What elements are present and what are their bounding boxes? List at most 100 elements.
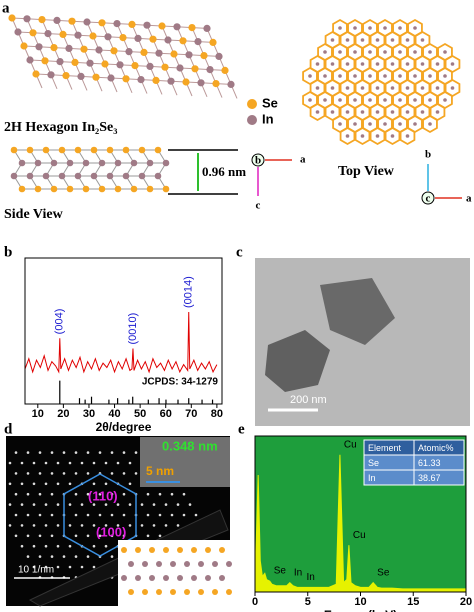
hexagon bbox=[369, 126, 386, 146]
atom bbox=[177, 547, 183, 553]
diffraction-spot bbox=[68, 544, 72, 548]
atom bbox=[226, 561, 232, 567]
atom bbox=[191, 65, 199, 73]
diffraction-spot bbox=[164, 524, 168, 527]
atom bbox=[101, 60, 109, 68]
axis-letter: b bbox=[425, 149, 431, 161]
diffraction-spot bbox=[38, 492, 42, 496]
diffraction-spot bbox=[86, 513, 90, 517]
diffraction-spot bbox=[74, 492, 78, 496]
legend-label: In bbox=[262, 111, 274, 126]
diffraction-spot bbox=[62, 472, 66, 475]
atom bbox=[162, 159, 170, 167]
atom bbox=[155, 49, 163, 57]
diffraction-spot bbox=[14, 534, 18, 538]
diffraction-spot bbox=[80, 524, 84, 527]
atom bbox=[121, 575, 127, 581]
atom bbox=[368, 98, 372, 102]
diffraction-spot bbox=[8, 461, 12, 465]
diffraction-spot bbox=[128, 461, 132, 465]
atom bbox=[173, 23, 181, 31]
hexagon bbox=[309, 102, 326, 122]
atom bbox=[98, 159, 106, 167]
atom bbox=[435, 86, 440, 90]
atom bbox=[90, 146, 98, 154]
diffraction-spot bbox=[74, 534, 78, 538]
diffraction-spot bbox=[98, 513, 102, 517]
atom bbox=[164, 36, 172, 44]
plot-frame bbox=[254, 435, 467, 593]
atom bbox=[375, 38, 380, 42]
atom bbox=[420, 62, 425, 66]
atom bbox=[107, 74, 115, 82]
atom bbox=[34, 159, 42, 167]
atom bbox=[360, 86, 365, 90]
diffraction-spot bbox=[44, 524, 48, 527]
diffraction-spot bbox=[14, 472, 18, 475]
atom bbox=[398, 26, 402, 30]
x-tick-label: 10 bbox=[32, 408, 44, 420]
atom bbox=[163, 575, 169, 581]
diffraction-spot bbox=[50, 472, 54, 475]
atom bbox=[227, 80, 235, 88]
diffraction-spot bbox=[164, 503, 168, 506]
diffraction-spot bbox=[68, 503, 72, 506]
atom bbox=[345, 110, 350, 114]
atom bbox=[44, 29, 52, 38]
atom bbox=[50, 159, 58, 167]
atom bbox=[98, 19, 106, 27]
atom bbox=[323, 74, 327, 78]
diffraction-spot bbox=[32, 524, 36, 527]
atom bbox=[353, 50, 357, 54]
atom bbox=[140, 48, 148, 57]
diffraction-spot bbox=[50, 534, 54, 538]
atom bbox=[131, 62, 139, 70]
diffraction-spot bbox=[56, 482, 60, 486]
diffraction-spot bbox=[92, 461, 96, 465]
atom bbox=[405, 134, 410, 138]
atom bbox=[138, 146, 146, 154]
atom bbox=[323, 98, 327, 102]
atom bbox=[330, 38, 335, 42]
diffraction-spot bbox=[122, 451, 126, 454]
atom bbox=[32, 70, 40, 78]
atom bbox=[10, 172, 18, 180]
x-tick-label: 5 bbox=[305, 596, 311, 608]
diffraction-spot bbox=[152, 524, 156, 527]
diffraction-spot bbox=[50, 451, 54, 454]
peak-label: Cu bbox=[353, 530, 366, 541]
atom bbox=[137, 76, 145, 84]
axis-letter: b bbox=[255, 155, 261, 167]
diffraction-spot bbox=[26, 451, 30, 454]
peak-label: (0010) bbox=[127, 313, 139, 345]
x-axis-label: Energy (keV) bbox=[324, 608, 397, 612]
diffraction-spot bbox=[146, 492, 150, 496]
x-tick-label: 30 bbox=[83, 408, 95, 420]
atom bbox=[50, 44, 58, 52]
diffraction-spot bbox=[92, 482, 96, 486]
diffraction-spot bbox=[32, 461, 36, 465]
diffraction-spot bbox=[80, 503, 84, 506]
atom bbox=[338, 122, 342, 126]
atom bbox=[80, 45, 88, 53]
diffraction-spot bbox=[20, 482, 24, 486]
diffraction-spot bbox=[176, 524, 180, 527]
x-tick-label: 20 bbox=[57, 408, 69, 420]
diffraction-spot bbox=[86, 492, 90, 496]
atom bbox=[110, 47, 118, 55]
atom bbox=[98, 185, 106, 193]
atom bbox=[167, 77, 175, 85]
atom bbox=[405, 62, 410, 66]
table-text: Se bbox=[368, 458, 379, 468]
atom bbox=[390, 110, 395, 114]
atom bbox=[146, 185, 154, 193]
atom bbox=[390, 38, 395, 42]
axis-letter: a bbox=[466, 193, 472, 205]
atom bbox=[184, 561, 190, 567]
diffraction-spot bbox=[140, 524, 144, 527]
atom bbox=[154, 172, 162, 180]
atom bbox=[152, 76, 160, 84]
atom bbox=[68, 17, 76, 25]
atom bbox=[398, 50, 402, 54]
